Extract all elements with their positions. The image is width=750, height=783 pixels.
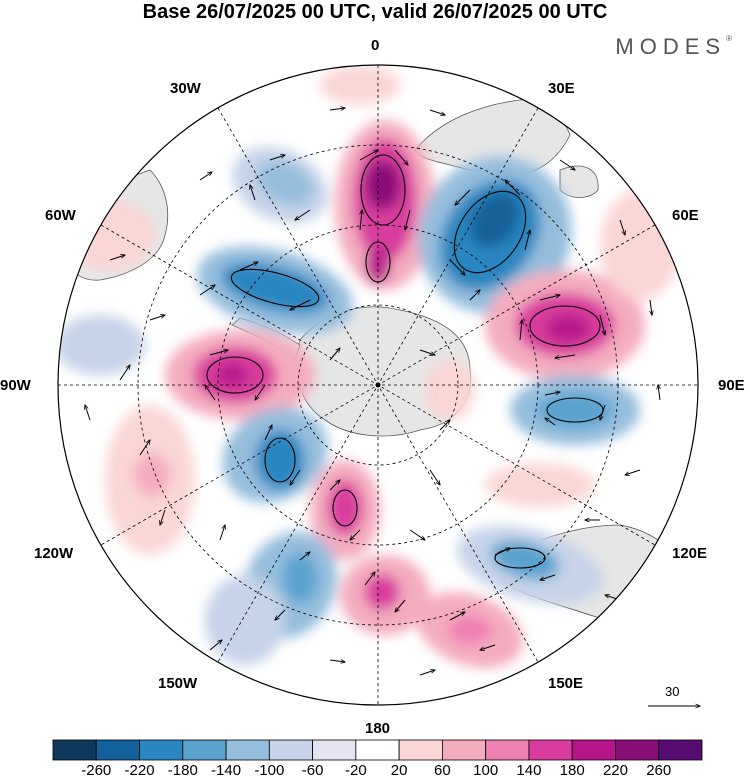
lon-label-120w: 120W bbox=[34, 545, 74, 562]
anomaly-high-60e-outer bbox=[600, 190, 680, 300]
colorbar-tick-label: 20 bbox=[390, 762, 408, 779]
colorbar-swatch bbox=[182, 739, 227, 761]
anomaly-low-150w-outer bbox=[205, 575, 285, 665]
anomaly-high-150e-core bbox=[448, 616, 492, 644]
colorbar-tick-label: -180 bbox=[167, 762, 198, 779]
anomaly-high-180-a-core bbox=[327, 480, 363, 536]
colorbar-tick-label: 220 bbox=[602, 762, 628, 779]
anomaly-high-60e-peak bbox=[546, 314, 590, 342]
colorbar-swatch bbox=[571, 739, 616, 761]
anomaly-low-90e-core bbox=[537, 392, 613, 428]
colorbar-tick-label: -140 bbox=[211, 762, 242, 779]
anomaly-high-0-outer bbox=[320, 65, 400, 105]
colorbar-swatch bbox=[95, 739, 140, 761]
colorbar-swatch bbox=[398, 739, 443, 761]
lon-label-30w: 30W bbox=[170, 80, 201, 97]
anomaly-high-90e-outer bbox=[425, 360, 475, 420]
map-title: Base 26/07/2025 00 UTC, valid 26/07/2025… bbox=[142, 1, 608, 23]
lon-label-0: 0 bbox=[371, 37, 380, 54]
lon-label-90e: 90E bbox=[718, 377, 745, 394]
anomaly-low-30w-core bbox=[256, 160, 314, 206]
colorbar-swatch bbox=[52, 739, 97, 761]
colorbar-swatch bbox=[441, 739, 487, 761]
wind-vectors bbox=[85, 108, 660, 691]
africa-tip bbox=[559, 165, 599, 198]
anomaly-low-60w-core bbox=[221, 262, 329, 314]
colorbar-tick-label: -60 bbox=[301, 762, 324, 779]
anomaly-low-150w-core bbox=[282, 553, 318, 603]
lon-label-30e: 30E bbox=[548, 80, 575, 97]
africa bbox=[414, 98, 571, 177]
lon-label-60w: 60W bbox=[45, 207, 76, 224]
south-pole-marker bbox=[375, 382, 381, 388]
contour-lines bbox=[206, 154, 604, 569]
colorbar-tick-label: -260 bbox=[81, 762, 112, 779]
colorbar-tick-label: 140 bbox=[516, 762, 542, 779]
lon-label-150e: 150E bbox=[548, 675, 584, 692]
colorbar-swatch bbox=[225, 739, 270, 761]
anomaly-high-120w-core bbox=[134, 453, 170, 497]
colorbar-swatch bbox=[312, 739, 357, 761]
lon-label-60e: 60E bbox=[672, 207, 699, 224]
colorbar bbox=[52, 739, 703, 761]
colorbar-tick-label: -220 bbox=[124, 762, 155, 779]
anomaly-high-0-peak bbox=[365, 160, 401, 210]
colorbar-tick-label: -20 bbox=[345, 762, 367, 779]
colorbar-swatch bbox=[615, 739, 660, 761]
anomaly-high-90w-peak bbox=[216, 363, 248, 387]
anomaly-low-120w-inner-core bbox=[255, 430, 305, 490]
lon-label-150w: 150W bbox=[158, 675, 198, 692]
colorbar-tick-label: -100 bbox=[254, 762, 285, 779]
colorbar-tick-label: 100 bbox=[473, 762, 499, 779]
colorbar-tick-label: 260 bbox=[646, 762, 672, 779]
anomaly-high-120e-outer bbox=[485, 463, 595, 507]
registered-mark: ® bbox=[726, 34, 732, 43]
brand-name: MODES bbox=[615, 34, 727, 59]
colorbar-swatch bbox=[658, 739, 703, 761]
brand-logo: MODES® bbox=[615, 34, 732, 60]
colorbar-tick-label: 180 bbox=[559, 762, 585, 779]
map-border bbox=[57, 64, 699, 706]
anomaly-high-180-b-core bbox=[364, 574, 400, 610]
lon-label-120e: 120E bbox=[672, 545, 708, 562]
anomaly-low-30e-peak bbox=[470, 192, 520, 248]
colorbar-tick-label: 60 bbox=[434, 762, 451, 779]
colorbar-swatch bbox=[485, 739, 530, 761]
reference-vector-label: 30 bbox=[665, 684, 680, 699]
colorbar-swatch bbox=[139, 739, 184, 761]
colorbar-swatch bbox=[528, 739, 573, 761]
colorbar-swatch bbox=[268, 739, 314, 761]
anomaly-low-90w-outer bbox=[58, 315, 145, 375]
colorbar-swatch bbox=[355, 739, 400, 761]
lon-label-90w: 90W bbox=[0, 377, 31, 394]
lon-label-180: 180 bbox=[365, 720, 391, 737]
